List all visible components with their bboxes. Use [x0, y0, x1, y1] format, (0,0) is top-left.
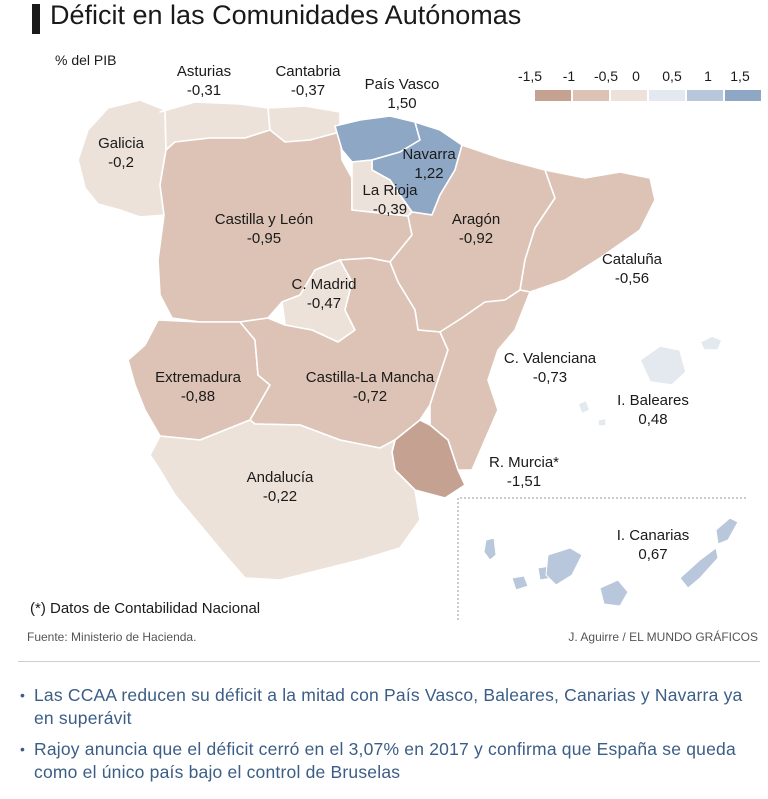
region-canarias-lanzarote [715, 517, 739, 545]
related-link[interactable]: • Las CCAA reducen su déficit a la mitad … [20, 685, 743, 728]
canarias-inset-frame [457, 497, 746, 620]
label-baleares: I. Baleares 0,48 [617, 392, 689, 428]
legend-swatch [649, 90, 685, 101]
legend-swatch [535, 90, 571, 101]
source-text: Fuente: Ministerio de Hacienda. [27, 630, 197, 644]
legend-tick: -1,5 [517, 68, 543, 84]
region-valenciana [429, 289, 531, 471]
label-navarra: Navarra 1,22 [402, 146, 456, 182]
region-la-rioja [351, 159, 413, 217]
legend-swatch [573, 90, 609, 101]
color-legend: -1,5 -1 -0,5 0 0,5 1 1,5 [514, 68, 761, 108]
legend-swatch [687, 90, 723, 101]
label-castilla-leon: Castilla y León -0,95 [214, 211, 314, 247]
label-extremadura: Extremadura -0,88 [155, 369, 241, 405]
page-title: Déficit en las Comunidades Autónomas [50, 0, 522, 30]
legend-tick: -0,5 [593, 68, 619, 84]
legend-tick: -1 [562, 68, 576, 84]
related-links: • Las CCAA reducen su déficit a la mitad … [18, 684, 758, 792]
bullet-icon: • [20, 687, 26, 703]
label-madrid: C. Madrid -0,47 [291, 276, 357, 312]
region-canarias-gran-canaria [599, 579, 629, 607]
label-andalucia: Andalucía -0,22 [246, 469, 314, 505]
legend-tick: 1 [704, 68, 712, 84]
related-link[interactable]: • Rajoy anuncia que el déficit cerró en e… [20, 739, 736, 782]
region-andalucia [149, 419, 421, 581]
region-canarias-tenerife [545, 547, 583, 586]
region-canarias-fuerteventura [679, 547, 719, 589]
region-baleares-menorca [699, 335, 723, 351]
region-baleares-mallorca [639, 345, 687, 386]
region-canarias-la-palma [483, 537, 497, 561]
spain-map [77, 99, 746, 620]
label-valenciana: C. Valenciana -0,73 [503, 350, 597, 386]
label-asturias: Asturias -0,31 [176, 63, 232, 99]
title-accent-bar [32, 4, 40, 34]
legend-tick: 0 [632, 68, 640, 84]
region-baleares-ibiza [577, 399, 591, 415]
legend-swatch [611, 90, 647, 101]
legend-swatch [725, 90, 761, 101]
credit-text: J. Aguirre / EL MUNDO GRÁFICOS [568, 630, 758, 644]
bullet-icon: • [20, 741, 26, 757]
legend-tick: 0,5 [662, 68, 682, 84]
divider [18, 661, 760, 662]
legend-tick: 1,5 [730, 68, 750, 84]
region-baleares-formentera [597, 417, 607, 427]
region-canarias-el-hierro [511, 575, 529, 591]
label-cantabria: Cantabria -0,37 [275, 63, 341, 99]
label-castilla-mancha: Castilla-La Mancha -0,72 [305, 369, 435, 405]
region-cataluna [519, 169, 656, 293]
label-canarias: I. Canarias 0,67 [616, 527, 690, 563]
label-murcia: R. Murcia* -1,51 [488, 454, 560, 490]
label-la-rioja: La Rioja -0,39 [362, 182, 418, 218]
label-galicia: Galicia -0,2 [98, 135, 144, 171]
label-cataluna: Cataluña -0,56 [601, 251, 663, 287]
footnote: (*) Datos de Contabilidad Nacional [30, 600, 261, 617]
label-aragon: Aragón -0,92 [451, 211, 501, 247]
label-pais-vasco: País Vasco 1,50 [364, 76, 440, 112]
unit-label: % del PIB [55, 52, 117, 68]
